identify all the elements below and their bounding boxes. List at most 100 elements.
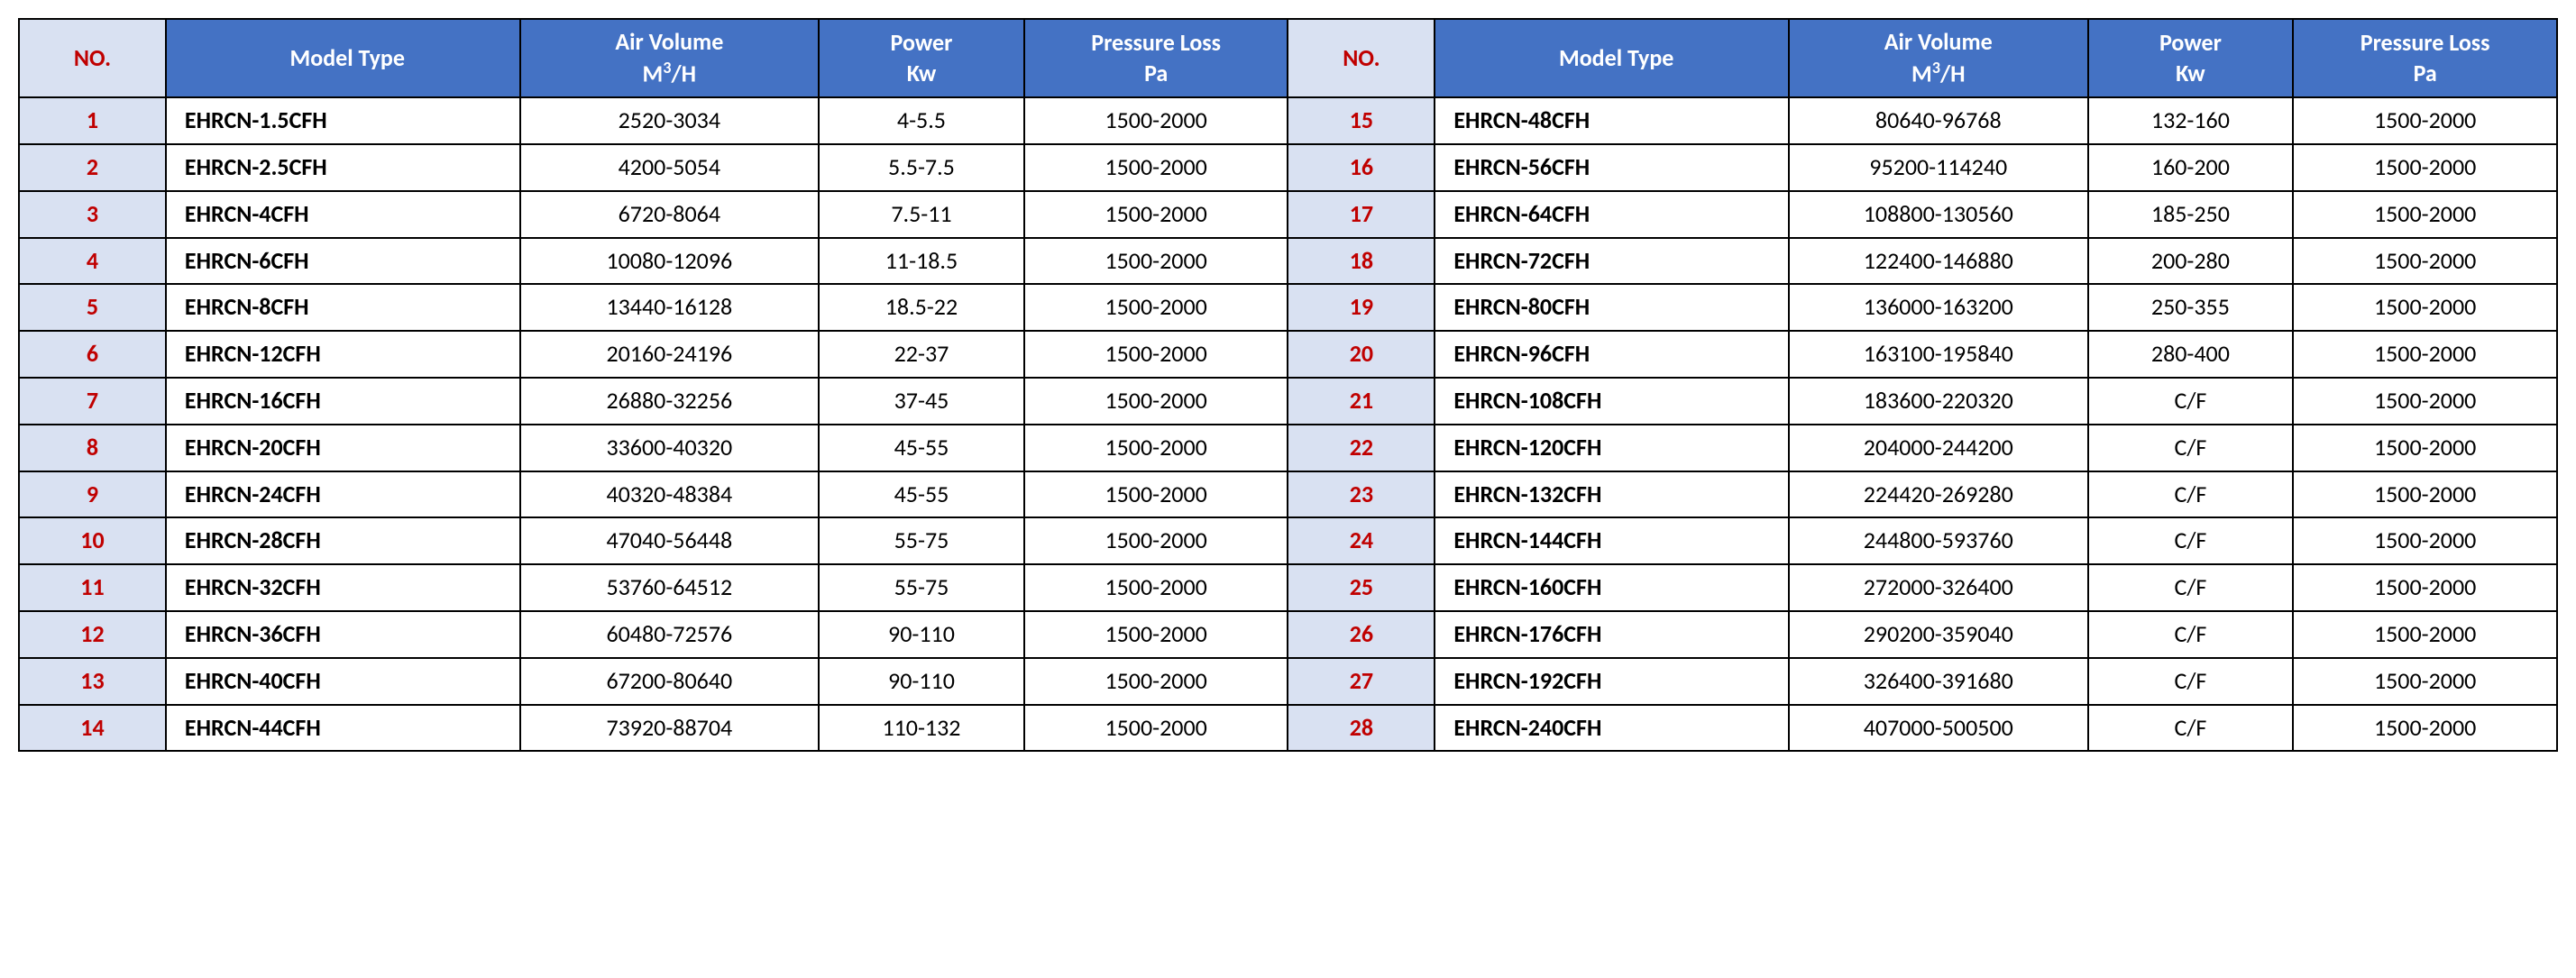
- table-row: 5EHRCN-8CFH13440-1612818.5-221500-200019…: [19, 284, 2557, 331]
- cell-no: 14: [19, 705, 166, 752]
- cell-power: 45-55: [819, 425, 1024, 471]
- header-press-line2: Pa: [1144, 59, 1168, 87]
- table-row: 2EHRCN-2.5CFH4200-50545.5-7.51500-200016…: [19, 144, 2557, 191]
- header-power-line2: Kw: [907, 59, 937, 87]
- header-air-prefix: M: [643, 59, 664, 87]
- table-row: 1EHRCN-1.5CFH2520-30344-5.51500-200015EH…: [19, 97, 2557, 144]
- cell-press: 1500-2000: [1024, 191, 1288, 238]
- cell-power: C/F: [2088, 611, 2294, 658]
- cell-press: 1500-2000: [1024, 238, 1288, 285]
- cell-model: EHRCN-44CFH: [166, 705, 520, 752]
- cell-no: 19: [1288, 284, 1435, 331]
- cell-no: 2: [19, 144, 166, 191]
- cell-air: 407000-500500: [1789, 705, 2088, 752]
- spec-table: NO. Model Type Air Volume M3/H Power Kw …: [18, 18, 2558, 752]
- cell-model: EHRCN-72CFH: [1435, 238, 1789, 285]
- cell-air: 26880-32256: [520, 378, 820, 425]
- cell-power: C/F: [2088, 425, 2294, 471]
- cell-press: 1500-2000: [1024, 425, 1288, 471]
- cell-press: 1500-2000: [2293, 238, 2557, 285]
- header-air-sup-r: 3: [1932, 58, 1940, 78]
- cell-no: 24: [1288, 517, 1435, 564]
- table-row: 14EHRCN-44CFH73920-88704110-1321500-2000…: [19, 705, 2557, 752]
- cell-air: 73920-88704: [520, 705, 820, 752]
- cell-press: 1500-2000: [1024, 658, 1288, 705]
- header-no-left: NO.: [19, 19, 166, 97]
- cell-power: 132-160: [2088, 97, 2294, 144]
- cell-no: 9: [19, 471, 166, 518]
- cell-model: EHRCN-32CFH: [166, 564, 520, 611]
- cell-power: 280-400: [2088, 331, 2294, 378]
- cell-air: 244800-593760: [1789, 517, 2088, 564]
- cell-press: 1500-2000: [1024, 564, 1288, 611]
- cell-model: EHRCN-96CFH: [1435, 331, 1789, 378]
- table-row: 3EHRCN-4CFH6720-80647.5-111500-200017EHR…: [19, 191, 2557, 238]
- cell-air: 163100-195840: [1789, 331, 2088, 378]
- cell-power: 7.5-11: [819, 191, 1024, 238]
- cell-air: 10080-12096: [520, 238, 820, 285]
- cell-model: EHRCN-40CFH: [166, 658, 520, 705]
- cell-no: 3: [19, 191, 166, 238]
- cell-power: 11-18.5: [819, 238, 1024, 285]
- header-air-prefix-r: M: [1911, 59, 1932, 87]
- cell-press: 1500-2000: [1024, 517, 1288, 564]
- cell-press: 1500-2000: [2293, 564, 2557, 611]
- cell-no: 4: [19, 238, 166, 285]
- cell-press: 1500-2000: [1024, 471, 1288, 518]
- header-power-left: Power Kw: [819, 19, 1024, 97]
- cell-no: 26: [1288, 611, 1435, 658]
- header-press-left: Pressure Loss Pa: [1024, 19, 1288, 97]
- cell-air: 60480-72576: [520, 611, 820, 658]
- cell-air: 4200-5054: [520, 144, 820, 191]
- cell-air: 136000-163200: [1789, 284, 2088, 331]
- cell-power: C/F: [2088, 378, 2294, 425]
- header-model-right: Model Type: [1435, 19, 1789, 97]
- cell-model: EHRCN-80CFH: [1435, 284, 1789, 331]
- cell-no: 8: [19, 425, 166, 471]
- cell-air: 108800-130560: [1789, 191, 2088, 238]
- cell-air: 53760-64512: [520, 564, 820, 611]
- cell-power: C/F: [2088, 564, 2294, 611]
- cell-power: 5.5-7.5: [819, 144, 1024, 191]
- header-air-sup: 3: [663, 58, 671, 78]
- table-row: 10EHRCN-28CFH47040-5644855-751500-200024…: [19, 517, 2557, 564]
- header-air-line1: Air Volume: [615, 27, 723, 56]
- cell-air: 2520-3034: [520, 97, 820, 144]
- cell-model: EHRCN-240CFH: [1435, 705, 1789, 752]
- cell-power: C/F: [2088, 705, 2294, 752]
- cell-model: EHRCN-108CFH: [1435, 378, 1789, 425]
- cell-model: EHRCN-56CFH: [1435, 144, 1789, 191]
- cell-press: 1500-2000: [1024, 284, 1288, 331]
- cell-no: 20: [1288, 331, 1435, 378]
- cell-model: EHRCN-12CFH: [166, 331, 520, 378]
- cell-press: 1500-2000: [2293, 425, 2557, 471]
- cell-press: 1500-2000: [2293, 658, 2557, 705]
- cell-no: 27: [1288, 658, 1435, 705]
- header-air-right: Air Volume M3/H: [1789, 19, 2088, 97]
- cell-model: EHRCN-36CFH: [166, 611, 520, 658]
- table-row: 7EHRCN-16CFH26880-3225637-451500-200021E…: [19, 378, 2557, 425]
- cell-model: EHRCN-160CFH: [1435, 564, 1789, 611]
- header-power-line1-r: Power: [2159, 28, 2222, 57]
- cell-power: 250-355: [2088, 284, 2294, 331]
- cell-press: 1500-2000: [2293, 471, 2557, 518]
- cell-power: C/F: [2088, 658, 2294, 705]
- cell-press: 1500-2000: [2293, 517, 2557, 564]
- header-air-line1-r: Air Volume: [1884, 27, 1993, 56]
- table-row: 6EHRCN-12CFH20160-2419622-371500-200020E…: [19, 331, 2557, 378]
- cell-air: 326400-391680: [1789, 658, 2088, 705]
- cell-model: EHRCN-20CFH: [166, 425, 520, 471]
- cell-power: 185-250: [2088, 191, 2294, 238]
- cell-no: 7: [19, 378, 166, 425]
- cell-power: C/F: [2088, 517, 2294, 564]
- header-power-line2-r: Kw: [2176, 59, 2205, 87]
- cell-model: EHRCN-6CFH: [166, 238, 520, 285]
- cell-model: EHRCN-16CFH: [166, 378, 520, 425]
- cell-air: 204000-244200: [1789, 425, 2088, 471]
- cell-no: 15: [1288, 97, 1435, 144]
- cell-model: EHRCN-64CFH: [1435, 191, 1789, 238]
- cell-air: 183600-220320: [1789, 378, 2088, 425]
- cell-model: EHRCN-28CFH: [166, 517, 520, 564]
- cell-no: 22: [1288, 425, 1435, 471]
- cell-air: 40320-48384: [520, 471, 820, 518]
